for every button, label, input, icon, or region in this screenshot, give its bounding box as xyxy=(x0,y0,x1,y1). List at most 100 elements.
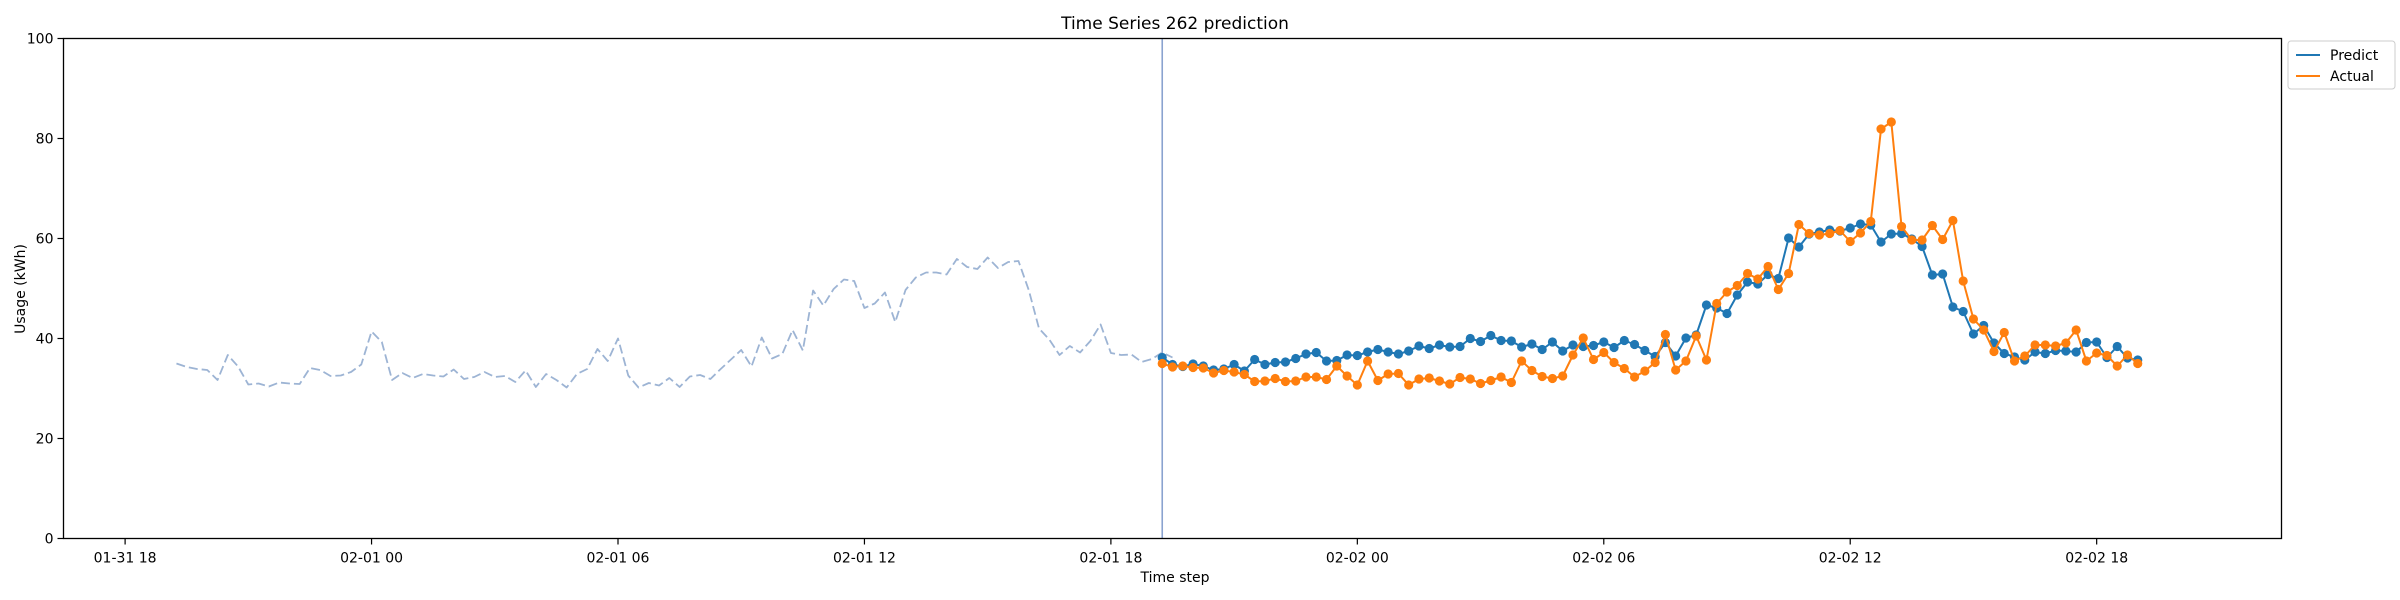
actual-point xyxy=(1506,377,1516,388)
predict-point xyxy=(1414,341,1424,351)
actual-point xyxy=(1537,371,1547,382)
predict-point xyxy=(1342,350,1352,360)
actual-point xyxy=(2112,361,2122,371)
actual-point xyxy=(1681,356,1691,366)
actual-point xyxy=(1424,373,1434,383)
predict-point xyxy=(1404,346,1414,356)
predict-point xyxy=(2030,347,2040,357)
actual-point xyxy=(1619,363,1629,374)
actual-point xyxy=(1701,355,1712,365)
actual-point xyxy=(1229,367,1239,377)
actual-point xyxy=(2071,325,2081,335)
actual-point xyxy=(1178,361,1188,371)
chart-legend: Predict Actual xyxy=(2287,40,2396,90)
actual-point xyxy=(1640,366,1650,376)
actual-point xyxy=(1784,268,1794,279)
actual-point xyxy=(2081,356,2091,366)
predict-point xyxy=(1250,354,1260,365)
predict-point xyxy=(1701,300,1712,310)
actual-point xyxy=(1558,371,1568,381)
x-tick-label: 02-01 00 xyxy=(340,551,403,567)
actual-point xyxy=(1517,356,1527,366)
predict-point xyxy=(1732,290,1742,300)
actual-point xyxy=(1578,333,1588,343)
actual-point xyxy=(1927,220,1937,231)
predict-point xyxy=(1270,357,1280,368)
actual-point xyxy=(1629,372,1640,382)
predict-point xyxy=(1363,347,1373,357)
predict-point xyxy=(1609,342,1619,353)
y-tick-label: 40 xyxy=(36,332,54,348)
actual-point xyxy=(1445,379,1455,389)
actual-point xyxy=(1845,236,1855,247)
actual-point xyxy=(1475,378,1486,389)
predict-point xyxy=(1599,337,1609,347)
actual-point xyxy=(2061,338,2071,348)
actual-point xyxy=(1999,327,2009,338)
predict-point xyxy=(1445,342,1455,352)
actual-point xyxy=(1763,261,1773,272)
history-line xyxy=(176,256,1173,389)
predict-point xyxy=(1301,349,1311,359)
actual-point xyxy=(1938,234,1948,245)
actual-point xyxy=(2009,356,2020,366)
predict-point xyxy=(1629,339,1640,350)
actual-point xyxy=(1671,365,1681,375)
actual-point xyxy=(1167,362,1178,372)
actual-point xyxy=(1804,228,1814,239)
actual-point xyxy=(1691,331,1701,341)
predict-point xyxy=(2061,346,2071,356)
predict-point xyxy=(1465,333,1475,344)
y-axis-label: Usage (kWh) xyxy=(13,244,29,334)
actual-point xyxy=(1465,374,1475,384)
predict-point xyxy=(1527,339,1537,349)
actual-point xyxy=(1157,358,1167,369)
predict-point xyxy=(1352,350,1362,361)
predict-point xyxy=(1958,306,1968,317)
predict-point xyxy=(1229,359,1239,370)
actual-point xyxy=(1270,373,1280,384)
predict-point xyxy=(1321,356,1332,366)
actual-point xyxy=(1732,280,1742,291)
predict-point xyxy=(1537,344,1547,355)
x-tick-label: 02-01 06 xyxy=(587,551,650,567)
actual-point xyxy=(1835,225,1845,236)
actual-point xyxy=(1650,357,1660,368)
y-tick-label: 0 xyxy=(45,532,54,548)
actual-point xyxy=(1773,284,1783,295)
predict-point xyxy=(1496,335,1506,346)
actual-point xyxy=(1486,375,1496,386)
predict-point xyxy=(2071,347,2081,357)
actual-point xyxy=(1239,369,1249,380)
actual-point xyxy=(1455,372,1465,383)
actual-point xyxy=(1896,221,1907,232)
x-tick-label: 02-01 18 xyxy=(1079,551,1142,567)
actual-point xyxy=(1496,372,1506,382)
actual-point xyxy=(1876,124,1886,134)
predict-point xyxy=(1280,357,1291,367)
predict-point xyxy=(1845,223,1855,233)
predict-point xyxy=(1794,242,1804,252)
actual-point xyxy=(1404,380,1414,390)
predict-point xyxy=(1486,330,1496,341)
actual-point xyxy=(1866,216,1876,227)
actual-point xyxy=(1825,228,1835,239)
predict-point xyxy=(1383,347,1393,357)
y-tick-label: 20 xyxy=(36,432,54,448)
predict-point xyxy=(1373,344,1383,355)
predict-point xyxy=(1424,343,1434,354)
actual-point xyxy=(1588,354,1599,365)
predict-point xyxy=(1558,346,1568,356)
actual-point xyxy=(1260,376,1270,386)
predict-point xyxy=(1506,336,1516,346)
actual-point xyxy=(1599,347,1609,358)
actual-point xyxy=(1753,274,1763,284)
actual-point xyxy=(1363,356,1373,366)
actual-point xyxy=(1722,287,1732,297)
predict-point xyxy=(1568,340,1578,350)
predict-point xyxy=(1886,229,1896,239)
predict-point xyxy=(1619,335,1629,346)
actual-point xyxy=(1414,374,1424,384)
predict-point xyxy=(1455,341,1465,352)
predict-point xyxy=(1896,228,1907,239)
